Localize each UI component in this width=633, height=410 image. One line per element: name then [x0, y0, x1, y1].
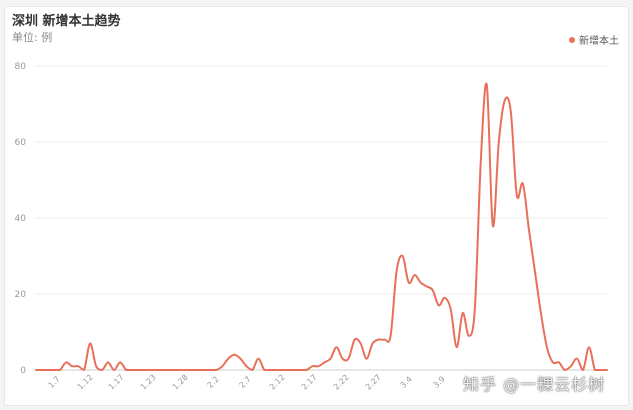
- watermark-text: 知乎 @一粿云杉树: [463, 375, 606, 394]
- x-tick-label: 2.27: [364, 373, 383, 392]
- legend-marker: [569, 36, 575, 43]
- x-tick-label: 3.9: [432, 375, 447, 390]
- x-tick-label: 1.28: [171, 373, 190, 392]
- x-tick-label: 2.12: [268, 373, 287, 392]
- y-tick-label: 80: [15, 62, 27, 72]
- chart-legend[interactable]: 新增本土: [569, 32, 619, 47]
- x-tick-label: 1.7: [47, 375, 62, 390]
- x-tick-label: 1.12: [76, 373, 95, 392]
- x-tick-label: 3.4: [399, 375, 414, 390]
- x-tick-label: 2.2: [206, 375, 221, 390]
- x-tick-label: 1.23: [139, 373, 158, 392]
- chart-unit-label: 单位: 例: [12, 31, 53, 44]
- x-tick-label: 1.17: [107, 373, 126, 392]
- chart-card: [4, 6, 629, 406]
- legend-label: 新增本土: [579, 36, 619, 47]
- x-tick-label: 2.7: [238, 375, 253, 390]
- y-tick-label: 0: [20, 366, 26, 376]
- y-tick-label: 20: [15, 290, 27, 300]
- series-line-xinzeng-bentu: [35, 82, 608, 372]
- chart-title: 深圳 新增本土趋势: [12, 14, 121, 29]
- x-tick-label: 2.17: [300, 373, 319, 392]
- y-tick-label: 40: [15, 214, 27, 224]
- x-tick-label: 2.22: [332, 373, 351, 392]
- y-tick-label: 60: [15, 138, 27, 148]
